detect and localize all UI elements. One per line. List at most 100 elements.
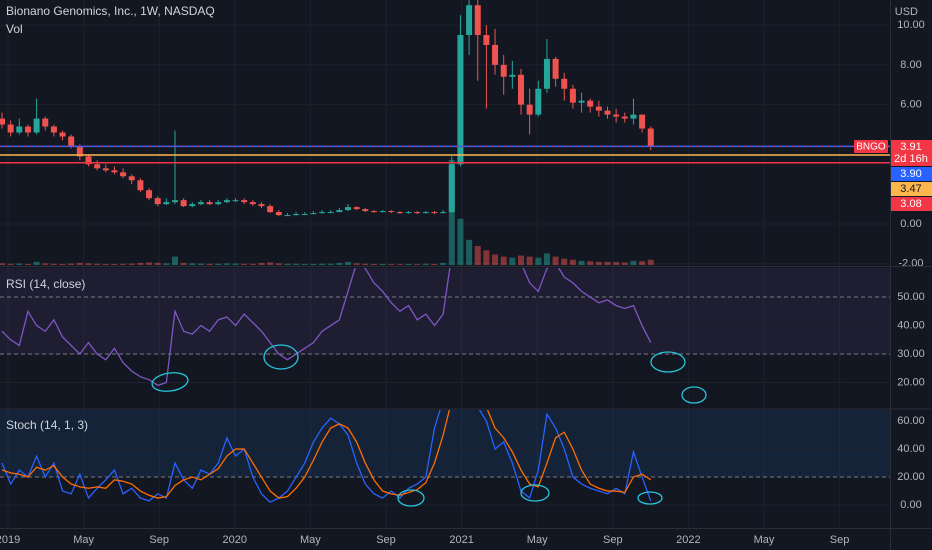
y-tick-label: 40.00 <box>897 319 925 331</box>
volume-bar <box>370 263 377 265</box>
currency: USD <box>895 6 918 18</box>
volume-bar <box>102 263 109 265</box>
series-line <box>1 268 652 387</box>
volume-bar <box>396 264 403 265</box>
volume-bar <box>552 256 559 265</box>
volume-bar <box>275 263 282 265</box>
chart-title: Bionano Genomics, Inc., 1W, NASDAQ <box>6 4 215 18</box>
volume-bar <box>189 263 196 265</box>
annotation-ellipse <box>151 372 189 392</box>
volume-bar <box>206 263 213 265</box>
volume-bar <box>301 263 308 265</box>
candle-body <box>223 200 230 203</box>
candle-body <box>258 204 265 207</box>
last-price-bg <box>891 140 932 166</box>
volume-bar <box>613 262 620 265</box>
candle-body <box>483 35 490 45</box>
volume-bar <box>604 261 611 265</box>
candle-body <box>0 118 5 125</box>
candle-body <box>621 116 628 119</box>
annotation-ellipse <box>637 491 663 505</box>
x-tick-label: 2021 <box>449 534 473 546</box>
volume-bar <box>587 261 594 265</box>
volume-bar <box>154 262 161 265</box>
candle-body <box>275 212 282 216</box>
candle-body <box>509 74 516 77</box>
volume-bar <box>466 239 473 265</box>
volume-bar <box>431 263 438 265</box>
x-tick-label: May <box>300 534 321 546</box>
candle-body <box>535 88 542 115</box>
candle-body <box>33 118 40 133</box>
rsi-title: RSI (14, close) <box>6 277 85 291</box>
candle-body <box>396 212 403 214</box>
x-tick-label: Sep <box>603 534 623 546</box>
volume-bar <box>526 256 533 265</box>
volume-bar <box>319 263 326 265</box>
volume-bar <box>595 261 602 265</box>
volume-bar <box>68 263 75 265</box>
candle-body <box>518 74 524 105</box>
y-tick-label: 60.00 <box>897 415 925 427</box>
y-tick-label: 30.00 <box>897 348 925 360</box>
volume-bar <box>7 263 14 265</box>
y-tick-label: 0.00 <box>900 218 921 230</box>
candle-body <box>120 172 127 177</box>
candle-body <box>249 202 256 205</box>
pane <box>0 0 890 265</box>
candle-body <box>111 170 118 173</box>
candle-body <box>569 88 576 103</box>
candle-body <box>362 209 369 212</box>
symbol-tag: BNGO <box>856 142 886 153</box>
candle-body <box>526 104 533 115</box>
volume-bar <box>569 259 576 265</box>
candle-body <box>102 168 109 171</box>
y-tick-label: 50.00 <box>897 291 925 303</box>
volume-bar <box>197 263 204 265</box>
volume-bar <box>50 263 57 265</box>
volume-bar <box>59 263 66 265</box>
x-tick-label: Sep <box>830 534 850 546</box>
annotation-ellipse <box>397 489 425 507</box>
volume-bar <box>405 263 412 265</box>
volume-bar <box>639 261 646 265</box>
candle-body <box>639 114 646 129</box>
candle-body <box>414 212 421 214</box>
volume-bar <box>137 262 144 265</box>
volume-bar <box>362 263 369 265</box>
candle-body <box>146 190 153 199</box>
candle-body <box>552 58 559 79</box>
volume-bar <box>163 263 170 265</box>
band <box>0 268 890 355</box>
annotation-ellipse <box>520 484 550 502</box>
candle-body <box>154 198 161 205</box>
volume-bar <box>215 263 222 265</box>
x-tick-label: May <box>527 534 548 546</box>
volume-bar <box>120 263 127 265</box>
last-price-label: 3.91 <box>900 141 921 153</box>
y-tick-label: 6.00 <box>900 99 921 111</box>
volume-bar <box>388 264 395 265</box>
volume-bar <box>543 253 550 265</box>
candle-body <box>16 126 23 133</box>
volume-bar <box>85 263 92 265</box>
candle-body <box>172 200 178 203</box>
y-tick-label: 20.00 <box>897 471 925 483</box>
candle-body <box>267 206 274 213</box>
candle-body <box>370 211 377 213</box>
volume-bar <box>16 263 23 265</box>
candle-body <box>301 214 308 216</box>
volume-bar <box>223 263 230 265</box>
candle-body <box>293 214 300 216</box>
y-tick-label: -2.00 <box>898 258 923 270</box>
candle-body <box>241 200 248 203</box>
stoch-title: Stoch (14, 1, 3) <box>6 418 88 432</box>
volume-bar <box>500 256 507 265</box>
volume-bar <box>457 218 464 265</box>
volume-bar <box>327 263 334 265</box>
candle-body <box>587 100 594 107</box>
volume-bar <box>483 250 490 265</box>
candle-body <box>604 110 611 115</box>
candle-body <box>466 5 473 36</box>
